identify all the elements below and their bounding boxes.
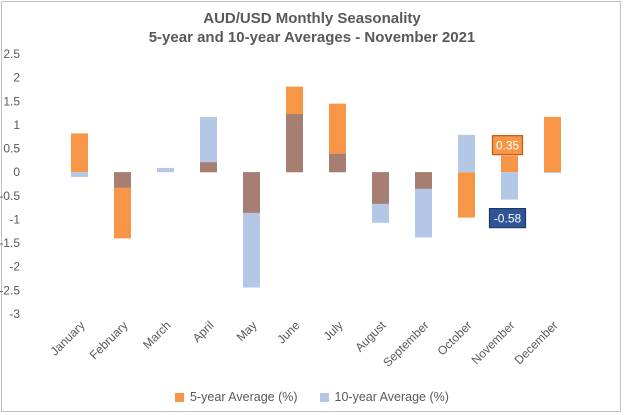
x-tick-label: September [380,318,431,369]
legend-label-10-year: 10-year Average (%) [334,390,449,404]
bar-10-year-january [71,172,88,177]
bar-10-year-march [157,167,174,173]
x-tick-label: November [469,318,518,367]
y-tick-label: 2.5 [3,47,20,61]
y-tick-label: -1.5 [0,236,20,250]
x-tick-label: May [234,318,260,344]
bar-overlap-june [286,114,303,173]
legend-swatch-10-year [319,392,329,402]
x-tick-label: February [87,318,131,362]
y-tick-label: -0.5 [0,189,20,203]
x-tick-label: April [190,318,217,345]
y-tick-label: -2.5 [0,283,20,297]
x-tick-label: July [321,318,346,343]
bar-5-year-december [544,116,561,173]
legend-item-5-year: 5-year Average (%) [175,390,298,404]
y-tick-label: 0 [13,165,20,179]
chart-subtitle: 5-year and 10-year Averages - November 2… [148,29,476,46]
chart-title: AUD/USD Monthly Seasonality [203,10,421,27]
bar-5-year-february [114,172,131,239]
x-tick-label: June [274,318,303,347]
y-tick-label: 2 [13,71,20,85]
bar-10-year-november [501,172,518,200]
y-tick-label: -1 [9,212,20,226]
x-tick-label: December [512,318,561,367]
bar-5-year-october [458,172,475,218]
legend-item-10-year: 10-year Average (%) [319,390,449,404]
x-tick-label: March [140,318,173,351]
data-label-box [491,135,524,156]
bar-overlap-september [415,172,432,189]
y-tick-label: 1 [13,118,20,132]
x-tick-label: August [352,318,389,355]
legend-label-5-year: 5-year Average (%) [190,390,298,404]
y-tick-label: -2 [9,260,20,274]
bar-overlap-may [243,172,260,213]
bar-overlap-august [372,172,389,204]
bar-10-year-april [200,116,217,173]
y-tick-label: -3 [9,307,20,321]
x-tick-label: January [48,318,88,358]
bar-overlap-february [114,172,131,188]
data-label-box [488,208,527,229]
x-tick-label: October [435,318,475,358]
legend: 5-year Average (%) 10-year Average (%) [0,390,624,404]
data-label: 0.35 [496,139,520,153]
data-label: -0.58 [494,212,522,226]
legend-swatch-5-year [175,392,185,402]
y-tick-label: 0.5 [3,142,20,156]
bar-overlap-july [329,153,346,173]
y-tick-label: 1.5 [3,94,20,108]
bar-10-year-december [544,172,561,174]
bar-5-year-january [71,133,88,173]
bar-overlap-april [200,162,217,173]
bar-5-year-november [501,155,518,173]
bar-10-year-october [458,134,475,173]
